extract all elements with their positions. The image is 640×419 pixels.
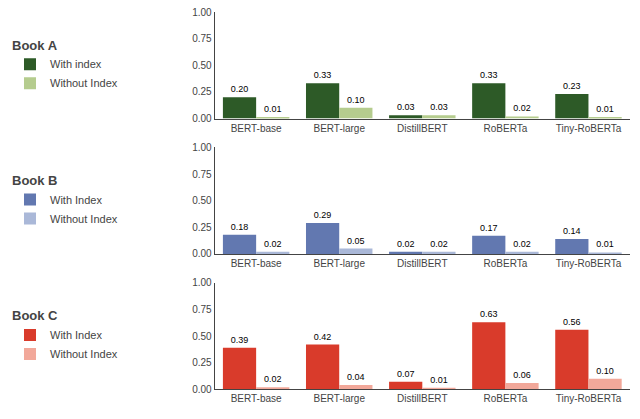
svg-text:Tiny-RoBERTa: Tiny-RoBERTa — [556, 123, 622, 134]
svg-text:0.06: 0.06 — [513, 370, 531, 380]
svg-text:0.00: 0.00 — [192, 248, 212, 259]
svg-text:0.02: 0.02 — [513, 239, 531, 249]
svg-text:0.42: 0.42 — [314, 332, 332, 342]
svg-text:Book B: Book B — [12, 173, 58, 188]
svg-text:0.25: 0.25 — [192, 222, 212, 233]
svg-text:Book A: Book A — [12, 38, 58, 53]
svg-text:With Index: With Index — [50, 194, 102, 206]
svg-text:1.00: 1.00 — [192, 277, 212, 288]
svg-text:1.00: 1.00 — [192, 7, 212, 18]
svg-text:0.50: 0.50 — [192, 60, 212, 71]
svg-text:BERT-base: BERT-base — [231, 258, 282, 269]
svg-text:0.50: 0.50 — [192, 195, 212, 206]
svg-text:BERT-base: BERT-base — [231, 123, 282, 134]
svg-text:Tiny-RoBERTa: Tiny-RoBERTa — [556, 393, 622, 404]
svg-text:0.25: 0.25 — [192, 357, 212, 368]
svg-text:0.75: 0.75 — [192, 304, 212, 315]
svg-text:Book C: Book C — [12, 308, 58, 323]
svg-text:BERT-base: BERT-base — [231, 393, 282, 404]
svg-text:0.29: 0.29 — [314, 210, 332, 220]
svg-text:0.04: 0.04 — [347, 372, 365, 382]
svg-text:0.02: 0.02 — [430, 239, 448, 249]
svg-text:0.23: 0.23 — [563, 81, 581, 91]
svg-text:Tiny-RoBERTa: Tiny-RoBERTa — [556, 258, 622, 269]
svg-text:0.39: 0.39 — [231, 335, 249, 345]
svg-text:0.75: 0.75 — [192, 169, 212, 180]
svg-text:With index: With index — [50, 58, 102, 70]
svg-text:0.50: 0.50 — [192, 331, 212, 342]
svg-text:0.02: 0.02 — [397, 239, 415, 249]
svg-text:0.56: 0.56 — [563, 317, 581, 327]
svg-text:RoBERTa: RoBERTa — [484, 393, 528, 404]
svg-text:0.02: 0.02 — [513, 103, 531, 113]
svg-text:DistillBERT: DistillBERT — [397, 123, 447, 134]
svg-text:0.18: 0.18 — [231, 222, 249, 232]
svg-text:0.25: 0.25 — [192, 86, 212, 97]
svg-text:Without Index: Without Index — [50, 348, 118, 360]
svg-text:0.33: 0.33 — [480, 70, 498, 80]
svg-text:Without Index: Without Index — [50, 213, 118, 225]
svg-text:0.01: 0.01 — [596, 104, 614, 114]
svg-text:DistillBERT: DistillBERT — [397, 258, 447, 269]
svg-text:0.02: 0.02 — [264, 374, 282, 384]
svg-text:BERT-large: BERT-large — [313, 258, 365, 269]
svg-text:0.02: 0.02 — [264, 239, 282, 249]
svg-text:0.20: 0.20 — [231, 84, 249, 94]
svg-text:0.10: 0.10 — [596, 366, 614, 376]
svg-text:0.03: 0.03 — [430, 102, 448, 112]
svg-text:0.01: 0.01 — [264, 104, 282, 114]
svg-text:0.01: 0.01 — [596, 239, 614, 249]
svg-text:RoBERTa: RoBERTa — [484, 258, 528, 269]
svg-text:0.14: 0.14 — [563, 226, 581, 236]
svg-text:0.75: 0.75 — [192, 33, 212, 44]
svg-text:Without Index: Without Index — [50, 77, 118, 89]
svg-text:0.00: 0.00 — [192, 113, 212, 124]
svg-text:0.17: 0.17 — [480, 223, 498, 233]
svg-text:0.01: 0.01 — [430, 375, 448, 385]
svg-text:1.00: 1.00 — [192, 142, 212, 153]
svg-text:0.07: 0.07 — [397, 369, 415, 379]
svg-text:0.10: 0.10 — [347, 95, 365, 105]
svg-text:DistillBERT: DistillBERT — [397, 393, 447, 404]
svg-text:0.03: 0.03 — [397, 102, 415, 112]
svg-text:0.00: 0.00 — [192, 384, 212, 395]
svg-text:RoBERTa: RoBERTa — [484, 123, 528, 134]
svg-text:With Index: With Index — [50, 329, 102, 341]
svg-text:0.33: 0.33 — [314, 70, 332, 80]
svg-text:0.05: 0.05 — [347, 236, 365, 246]
svg-text:0.63: 0.63 — [480, 309, 498, 319]
svg-text:BERT-large: BERT-large — [313, 123, 365, 134]
svg-text:BERT-large: BERT-large — [313, 393, 365, 404]
